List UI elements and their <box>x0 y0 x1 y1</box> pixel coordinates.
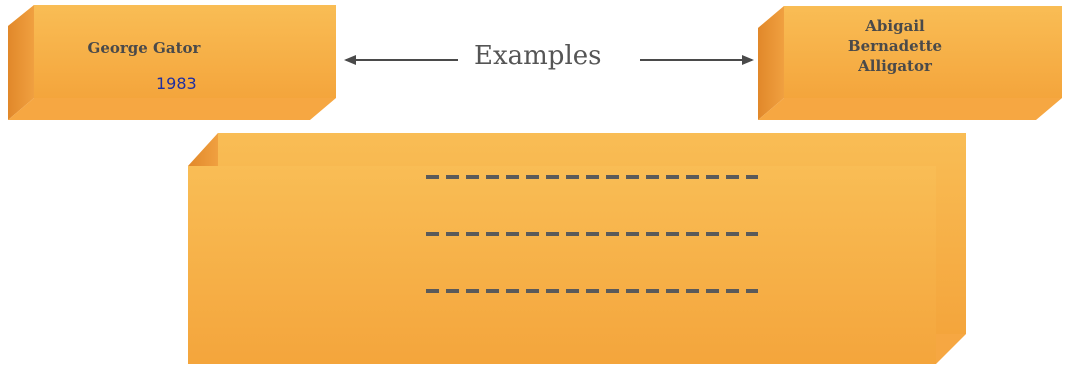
left-box-bottom <box>8 98 336 120</box>
right-box <box>758 6 1062 120</box>
examples-label: Examples <box>474 41 602 71</box>
right-box-line-3: Alligator <box>858 57 932 75</box>
bottom-box-front <box>188 166 936 364</box>
right-box-name: Abigail Bernadette Alligator <box>800 16 990 76</box>
right-box-bottom <box>758 98 1062 120</box>
left-box-name: George Gator <box>87 39 201 57</box>
right-box-line-1: Abigail <box>865 17 925 35</box>
right-box-side <box>758 6 784 120</box>
left-box-face <box>34 5 336 98</box>
bottom-box <box>188 133 966 364</box>
left-box <box>8 5 336 120</box>
left-box-year: 1983 <box>156 74 197 93</box>
right-box-face <box>784 6 1062 98</box>
blank-lines <box>426 175 758 293</box>
left-box-side <box>8 5 34 120</box>
right-box-line-2: Bernadette <box>847 37 943 55</box>
